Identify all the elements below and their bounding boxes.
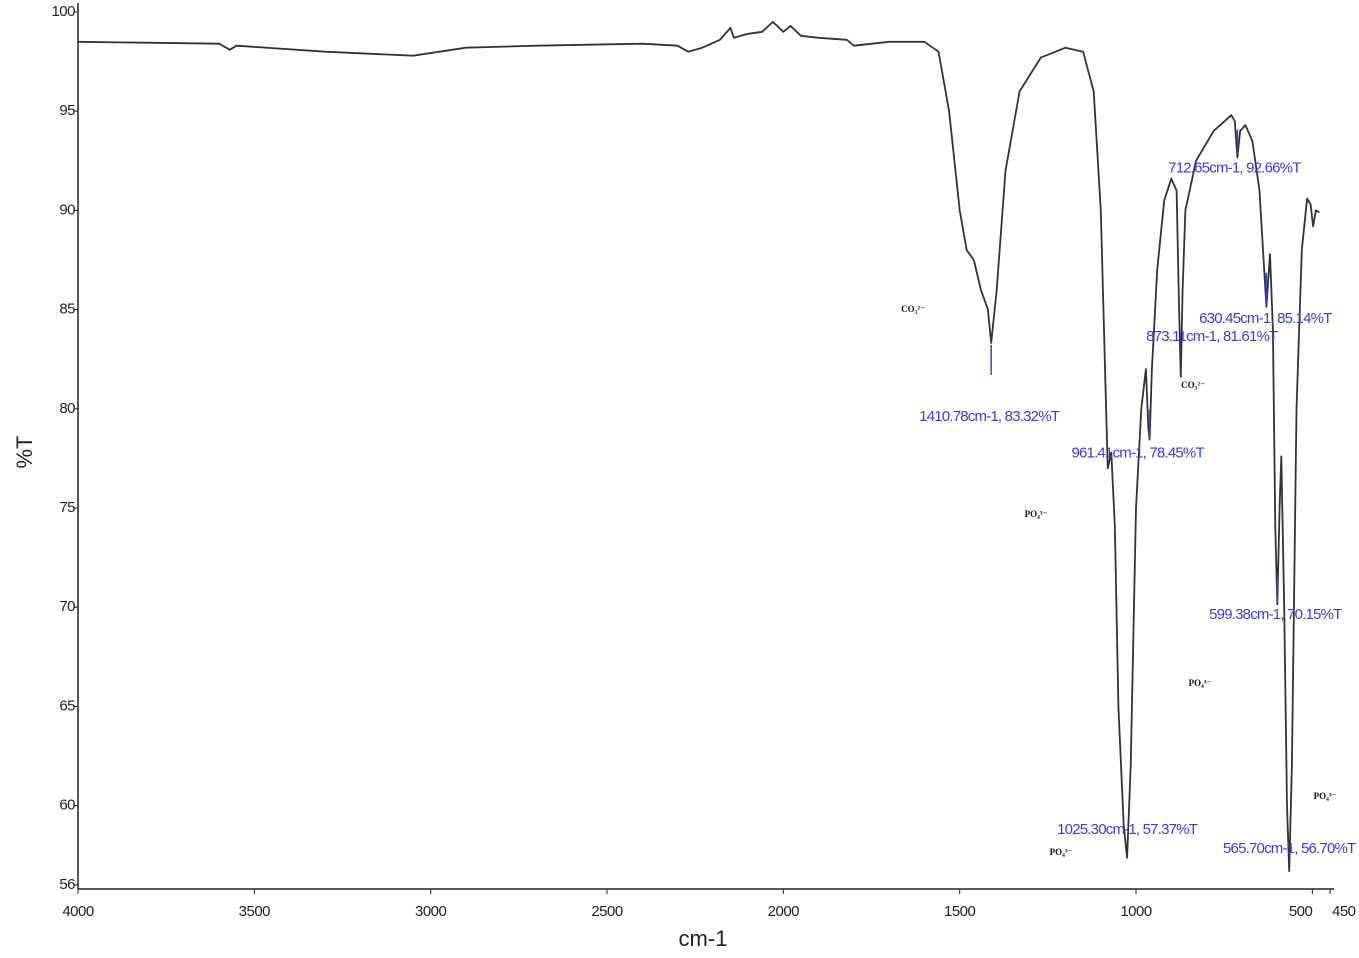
- group-label: CO₃²⁻: [901, 304, 925, 314]
- y-tick-label: 90: [59, 201, 75, 218]
- peak-label: 1025.30cm-1, 57.37%T: [1057, 821, 1198, 838]
- x-tick-label: 1500: [944, 903, 976, 920]
- y-tick-label: 65: [59, 697, 75, 714]
- group-label: CO₃²⁻: [1181, 380, 1205, 390]
- y-tick-label: 95: [59, 102, 75, 119]
- peak-label: 712.65cm-1, 92.66%T: [1168, 160, 1301, 177]
- x-tick-label: 1000: [1120, 903, 1152, 920]
- group-label: PO₄³⁻: [1025, 509, 1048, 519]
- group-label: PO₄³⁻: [1314, 791, 1337, 801]
- peak-label: 873.11cm-1, 81.61%T: [1146, 328, 1278, 345]
- y-tick-label: 70: [59, 598, 75, 615]
- peak-label: 599.38cm-1, 70.15%T: [1209, 606, 1342, 623]
- y-axis-title: %T: [12, 436, 37, 469]
- peak-label: 630.45cm-1, 85.14%T: [1199, 310, 1332, 327]
- x-tick-label: 3000: [415, 903, 447, 920]
- x-tick-label: 500: [1289, 903, 1313, 920]
- y-tick-label: 56: [59, 876, 75, 893]
- y-tick-label: 80: [59, 400, 75, 417]
- group-label: PO₄³⁻: [1050, 847, 1073, 857]
- peak-label: 1410.78cm-1, 83.32%T: [919, 408, 1060, 425]
- x-tick-label: 4000: [62, 903, 94, 920]
- peak-label: 961.41cm-1, 78.45%T: [1071, 445, 1204, 462]
- y-tick-label: 75: [59, 499, 75, 516]
- x-tick-label: 3500: [239, 903, 271, 920]
- y-tick-label: 60: [59, 797, 75, 814]
- group-label: PO₄³⁻: [1189, 678, 1212, 688]
- y-tick-label: 85: [59, 301, 75, 318]
- x-tick-label: 450: [1332, 903, 1356, 920]
- spectrum-line: [77, 21, 1320, 872]
- peak-label: 565.70cm-1, 56.70%T: [1223, 840, 1356, 857]
- x-tick-label: 2000: [768, 903, 800, 920]
- x-axis-title: cm-1: [679, 926, 728, 951]
- x-tick-label: 2500: [591, 903, 623, 920]
- y-tick-label: 100: [51, 3, 75, 20]
